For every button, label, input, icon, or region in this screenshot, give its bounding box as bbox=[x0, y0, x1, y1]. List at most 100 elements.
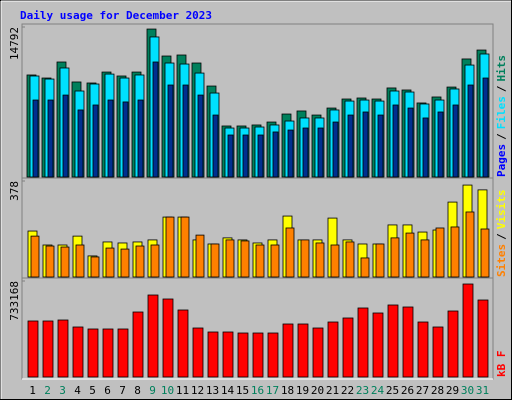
bar bbox=[387, 304, 399, 378]
bar bbox=[300, 239, 310, 278]
bar bbox=[180, 216, 190, 278]
bar bbox=[212, 114, 219, 178]
x-tick-label: 13 bbox=[206, 384, 219, 397]
bar bbox=[447, 310, 459, 378]
bar bbox=[422, 117, 429, 178]
x-tick-label: 7 bbox=[119, 384, 126, 397]
bar bbox=[47, 99, 54, 178]
bar bbox=[297, 323, 309, 378]
bar bbox=[210, 243, 220, 278]
bar bbox=[150, 244, 160, 278]
x-tick-label: 31 bbox=[476, 384, 489, 397]
bar bbox=[315, 242, 325, 278]
x-tick-label: 26 bbox=[401, 384, 414, 397]
x-tick-label: 9 bbox=[149, 384, 156, 397]
bar bbox=[282, 323, 294, 378]
x-tick-label: 22 bbox=[341, 384, 354, 397]
bar bbox=[87, 328, 99, 378]
bar bbox=[27, 320, 39, 378]
chart-title: Daily usage for December 2023 bbox=[20, 9, 212, 22]
x-tick-label: 14 bbox=[221, 384, 235, 397]
bar bbox=[357, 307, 369, 378]
bar bbox=[90, 256, 100, 278]
bar bbox=[75, 244, 85, 278]
bar bbox=[137, 99, 144, 178]
bar bbox=[420, 239, 430, 278]
bar bbox=[92, 104, 99, 178]
bar bbox=[462, 283, 474, 378]
legend: Pages / Files / Hits bbox=[495, 55, 508, 177]
legend-entry: kB F bbox=[495, 351, 508, 378]
bar bbox=[330, 244, 340, 278]
bar bbox=[327, 321, 339, 378]
x-tick-label: 1 bbox=[29, 384, 36, 397]
bar bbox=[332, 121, 339, 178]
bar bbox=[375, 243, 385, 278]
x-tick-label: 19 bbox=[296, 384, 309, 397]
x-tick-label: 16 bbox=[251, 384, 264, 397]
x-tick-label: 29 bbox=[446, 384, 459, 397]
bar bbox=[147, 294, 159, 378]
bar bbox=[222, 331, 234, 378]
bar bbox=[30, 235, 40, 278]
bar bbox=[407, 107, 414, 178]
bar bbox=[60, 246, 70, 278]
bar bbox=[117, 328, 129, 378]
bar bbox=[105, 247, 115, 278]
bar bbox=[62, 94, 69, 178]
x-tick-label: 25 bbox=[386, 384, 399, 397]
bar bbox=[42, 320, 54, 378]
legend-entry: Hits bbox=[495, 55, 508, 82]
bar bbox=[452, 104, 459, 178]
legend: kB F bbox=[495, 351, 508, 378]
bar bbox=[342, 317, 354, 378]
bar bbox=[317, 127, 324, 178]
bar bbox=[197, 94, 204, 178]
x-tick-label: 17 bbox=[266, 384, 279, 397]
x-tick-label: 2 bbox=[44, 384, 51, 397]
x-tick-label: 8 bbox=[134, 384, 141, 397]
bar bbox=[242, 134, 249, 178]
bar bbox=[477, 299, 489, 378]
bar bbox=[402, 306, 414, 378]
bar bbox=[120, 248, 130, 278]
bar bbox=[432, 326, 444, 378]
y-tick-label: 733168 bbox=[8, 281, 21, 321]
legend-entry: Visits bbox=[495, 190, 508, 230]
bar bbox=[467, 84, 474, 178]
bar bbox=[167, 84, 174, 178]
bar bbox=[152, 61, 159, 178]
bar bbox=[32, 99, 39, 178]
y-tick-label: 378 bbox=[8, 181, 21, 201]
bar bbox=[287, 129, 294, 178]
legend-entry: Pages bbox=[495, 144, 508, 177]
legend-separator: / bbox=[495, 233, 508, 240]
legend: Sites / Visits bbox=[495, 190, 508, 278]
x-tick-label: 15 bbox=[236, 384, 249, 397]
legend-separator: / bbox=[495, 85, 508, 92]
bar bbox=[132, 311, 144, 378]
bar bbox=[377, 114, 384, 178]
bar bbox=[345, 241, 355, 278]
bar bbox=[302, 127, 309, 178]
bar bbox=[257, 134, 264, 178]
bar bbox=[237, 332, 249, 378]
x-tick-label: 27 bbox=[416, 384, 429, 397]
bar bbox=[195, 234, 205, 278]
bar bbox=[450, 226, 460, 278]
bar bbox=[312, 327, 324, 378]
bar bbox=[417, 321, 429, 378]
bar bbox=[107, 99, 114, 178]
legend-separator: / bbox=[495, 133, 508, 140]
legend-entry: Sites bbox=[495, 244, 508, 277]
bar bbox=[182, 84, 189, 178]
bar bbox=[360, 257, 370, 278]
bar bbox=[482, 77, 489, 178]
bar bbox=[72, 326, 84, 378]
bar bbox=[405, 232, 415, 278]
x-tick-label: 18 bbox=[281, 384, 294, 397]
bar bbox=[480, 228, 490, 278]
x-tick-label: 5 bbox=[89, 384, 96, 397]
bar bbox=[465, 211, 475, 278]
